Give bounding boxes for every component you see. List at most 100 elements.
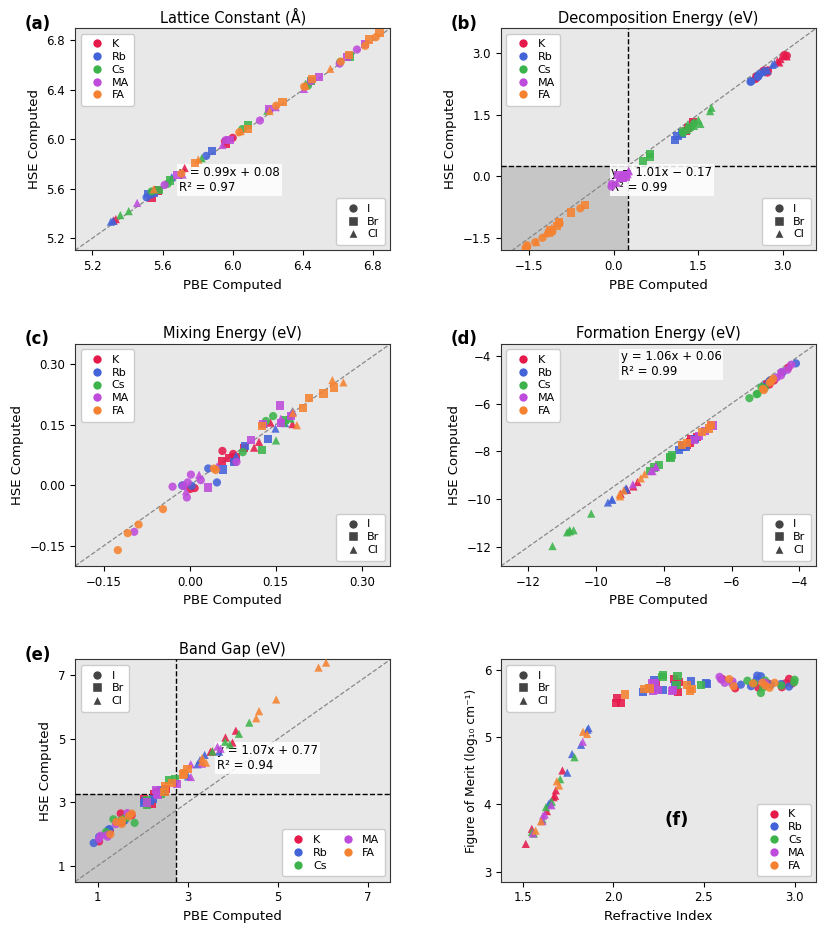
Point bbox=[643, 681, 656, 696]
Point bbox=[219, 132, 232, 147]
Point bbox=[244, 432, 257, 447]
Title: Mixing Energy (eV): Mixing Energy (eV) bbox=[163, 326, 302, 341]
Point bbox=[612, 168, 626, 183]
Point bbox=[193, 752, 207, 767]
Point bbox=[606, 492, 619, 507]
Point bbox=[636, 685, 650, 700]
Point bbox=[109, 817, 122, 832]
Point bbox=[171, 777, 184, 792]
Y-axis label: HSE Computed: HSE Computed bbox=[11, 405, 24, 505]
Point bbox=[94, 828, 107, 843]
Point bbox=[687, 432, 701, 447]
Point bbox=[199, 148, 212, 163]
Point bbox=[617, 483, 631, 498]
Point bbox=[198, 748, 212, 763]
Point bbox=[228, 454, 242, 469]
Title: Lattice Constant (Å): Lattice Constant (Å) bbox=[160, 8, 306, 25]
Point bbox=[756, 680, 770, 695]
Point bbox=[227, 454, 241, 469]
Point bbox=[649, 460, 662, 475]
Point bbox=[109, 212, 122, 227]
Point bbox=[104, 214, 117, 229]
Point bbox=[763, 375, 776, 390]
Point bbox=[162, 773, 176, 788]
Point bbox=[652, 457, 666, 472]
Point bbox=[175, 166, 188, 181]
Point bbox=[270, 98, 283, 113]
Point bbox=[684, 120, 697, 135]
Point bbox=[747, 675, 761, 690]
Point bbox=[192, 152, 205, 167]
Point bbox=[754, 669, 767, 684]
Point bbox=[118, 810, 132, 825]
Point bbox=[277, 416, 290, 431]
Point bbox=[125, 808, 138, 823]
Point bbox=[115, 814, 128, 829]
Point bbox=[274, 411, 287, 426]
Point bbox=[648, 675, 661, 690]
Point bbox=[622, 164, 636, 179]
Point bbox=[241, 122, 254, 137]
Point bbox=[278, 416, 292, 431]
Point bbox=[582, 720, 596, 735]
Point bbox=[102, 823, 115, 838]
Point bbox=[179, 484, 192, 499]
Point bbox=[775, 365, 788, 380]
Point bbox=[327, 380, 341, 395]
Point bbox=[667, 672, 681, 687]
Point bbox=[216, 138, 229, 153]
Legend: K, Rb, Cs, MA, FA: K, Rb, Cs, MA, FA bbox=[282, 829, 385, 876]
Point bbox=[576, 724, 590, 739]
Point bbox=[351, 42, 364, 57]
Point bbox=[565, 205, 578, 220]
Point bbox=[236, 445, 249, 460]
Point bbox=[147, 182, 161, 197]
Point bbox=[561, 525, 574, 540]
Point bbox=[536, 231, 549, 246]
Point bbox=[242, 117, 255, 132]
Point bbox=[621, 167, 634, 182]
Point bbox=[681, 438, 694, 453]
Point bbox=[713, 670, 726, 685]
Point bbox=[163, 173, 177, 188]
Point bbox=[671, 684, 685, 699]
Point bbox=[259, 414, 272, 429]
Point bbox=[184, 769, 197, 784]
Point bbox=[671, 129, 684, 144]
Point bbox=[521, 240, 534, 255]
Point bbox=[778, 48, 791, 63]
Point bbox=[269, 99, 282, 114]
Text: (e): (e) bbox=[24, 646, 51, 664]
Point bbox=[177, 766, 190, 781]
Point bbox=[751, 386, 764, 401]
Point bbox=[526, 826, 540, 841]
Point bbox=[542, 796, 556, 811]
Point bbox=[780, 49, 793, 64]
Point bbox=[299, 76, 312, 91]
X-axis label: PBE Computed: PBE Computed bbox=[609, 595, 708, 607]
Point bbox=[369, 30, 382, 45]
Point bbox=[768, 56, 781, 71]
Point bbox=[675, 438, 688, 453]
Point bbox=[552, 215, 566, 230]
Point bbox=[665, 447, 678, 462]
Point bbox=[786, 676, 799, 691]
Point bbox=[214, 741, 227, 756]
Point bbox=[609, 695, 622, 710]
Point bbox=[152, 183, 166, 198]
Point bbox=[194, 473, 207, 488]
Point bbox=[177, 767, 190, 782]
Point bbox=[232, 726, 246, 741]
Point bbox=[219, 730, 232, 745]
Point bbox=[141, 793, 154, 808]
Point bbox=[230, 454, 243, 469]
Point bbox=[521, 237, 534, 252]
Point bbox=[676, 126, 690, 141]
Point bbox=[764, 374, 777, 389]
Point bbox=[699, 675, 712, 690]
Point bbox=[149, 782, 162, 797]
Point bbox=[646, 683, 660, 698]
Point bbox=[305, 74, 318, 89]
Point bbox=[781, 362, 794, 377]
Point bbox=[644, 146, 657, 161]
